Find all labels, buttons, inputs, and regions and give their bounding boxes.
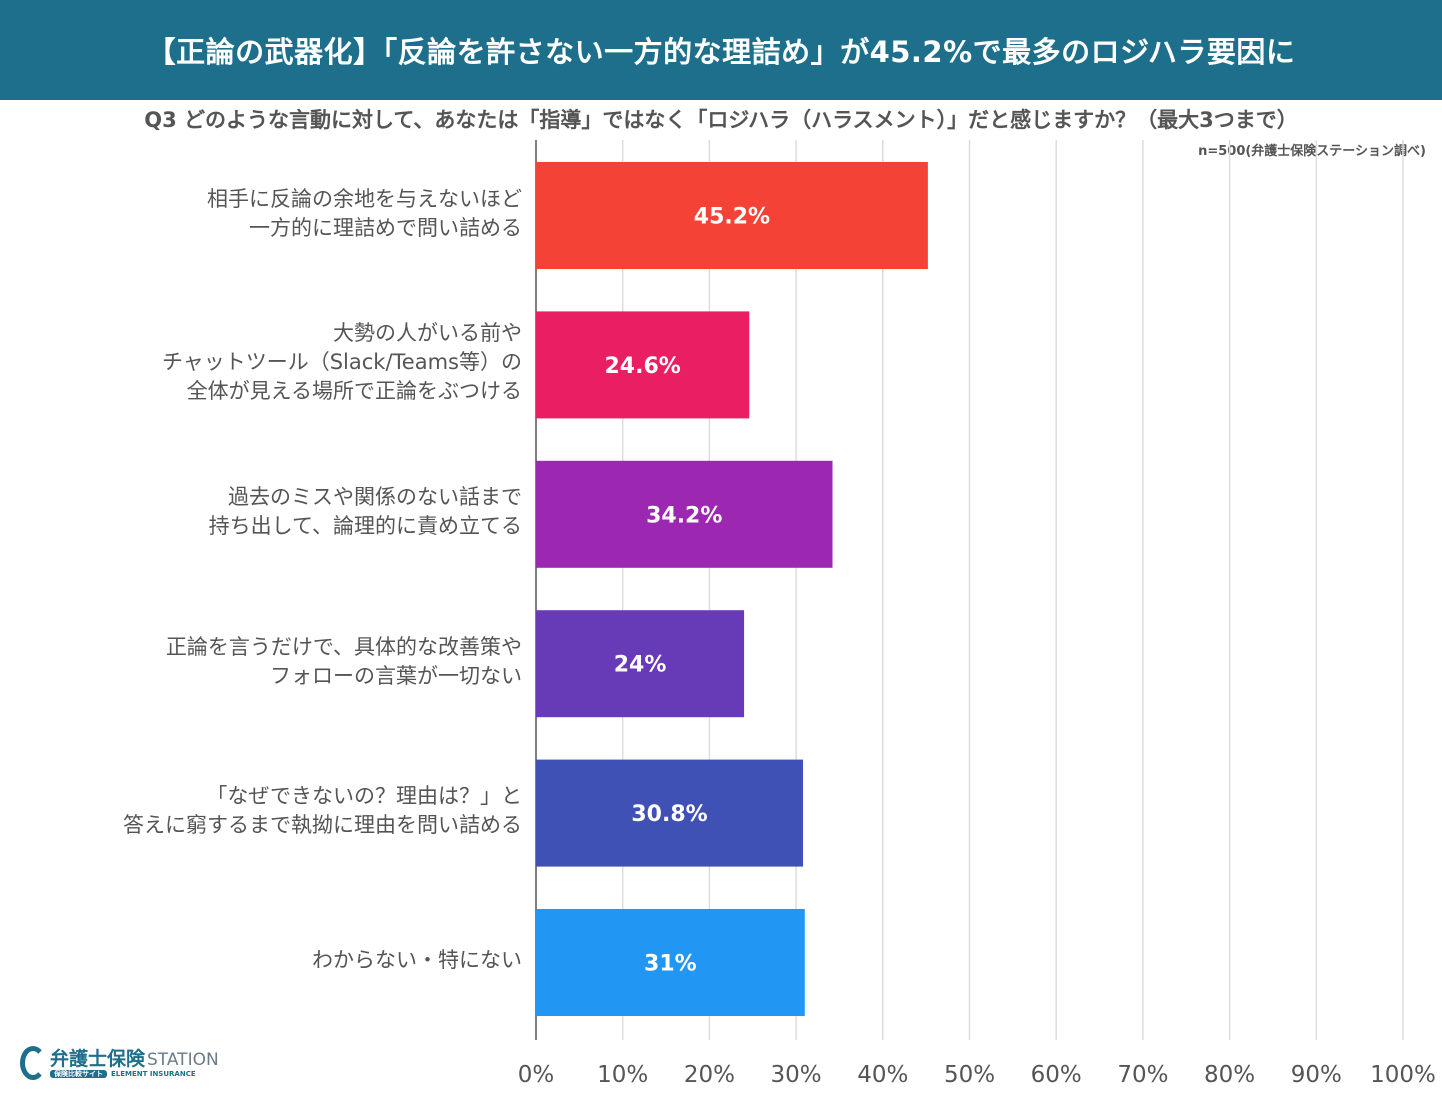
x-tick-label: 70% [1117, 1062, 1168, 1088]
category-label: 相手に反論の余地を与えないほど 一方的に理詰めで問い詰める [207, 186, 522, 240]
question-text: Q3 どのような言動に対して、あなたは「指導」ではなく「ロジハラ（ハラスメント）… [144, 108, 1298, 132]
category-label: 過去のミスや関係のない話まで 持ち出して、論理的に責め立てる [208, 485, 522, 539]
data-label: 45.2% [694, 205, 770, 230]
bar [536, 311, 750, 419]
x-tick-label: 60% [1031, 1062, 1082, 1088]
bar [536, 759, 804, 867]
chart-title-banner: 【正論の武器化】「反論を許さない一方的な理詰め」が45.2%で最多のロジハラ要因… [0, 0, 1442, 100]
category-label: 大勢の人がいる前や チャットツール（Slack/Teams等）の 全体が見える場… [161, 321, 522, 404]
category-label: 正論を言うだけで、具体的な改善策や フォローの言葉が一切ない [165, 634, 522, 688]
bar [536, 909, 805, 1016]
data-label: 30.8% [631, 802, 707, 827]
x-tick-label: 40% [857, 1062, 908, 1088]
x-tick-label: 20% [684, 1062, 735, 1088]
bar [536, 460, 833, 568]
category-label: わからない・特にない [312, 948, 522, 972]
x-tick-label: 50% [944, 1062, 995, 1088]
bar [536, 162, 928, 269]
chart-title: 【正論の武器化】「反論を許さない一方的な理詰め」が45.2%で最多のロジハラ要因… [146, 35, 1296, 69]
station-logo: 弁護士保険 STATION 保険比較サイト ELEMENT INSURANCE [20, 1046, 230, 1082]
data-label: 24.6% [604, 354, 680, 379]
data-label: 34.2% [646, 503, 722, 528]
x-tick-label: 10% [597, 1062, 648, 1088]
category-label: 「なぜできないの？理由は？」と 答えに窮するまで執拗に理由を問い詰める [123, 784, 522, 838]
x-tick-label: 90% [1291, 1062, 1342, 1088]
bar [536, 610, 745, 718]
x-tick-label: 100% [1370, 1062, 1436, 1088]
sample-note: n=500(弁護士保険ステーション調べ) [1198, 144, 1426, 159]
logo-name: 弁護士保険 STATION [50, 1048, 219, 1070]
data-label: 31% [644, 952, 697, 977]
x-tick-label: 30% [771, 1062, 822, 1088]
x-tick-label: 80% [1204, 1062, 1255, 1088]
x-tick-label: 0% [518, 1062, 555, 1088]
logo-mark-icon [20, 1046, 46, 1080]
logo-sub: 保険比較サイト ELEMENT INSURANCE [50, 1069, 196, 1079]
data-label: 24% [614, 653, 667, 678]
